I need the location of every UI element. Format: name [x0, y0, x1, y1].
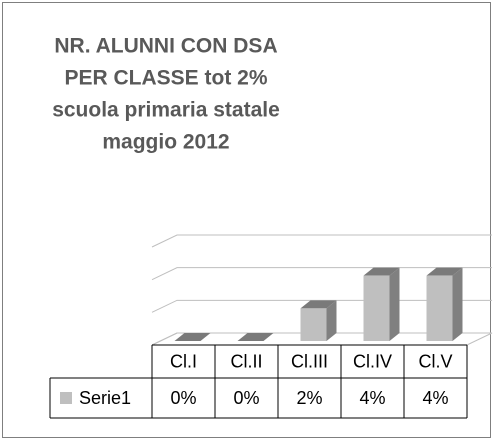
data-label: 4% — [359, 388, 385, 408]
bar-top — [237, 333, 274, 341]
bar — [174, 333, 211, 341]
legend-swatch — [60, 392, 72, 404]
x-tick-label: Cl.III — [291, 351, 328, 371]
data-label: 0% — [170, 388, 196, 408]
bar — [300, 300, 337, 341]
chart-title: NR. ALUNNI CON DSA — [54, 35, 277, 58]
bar-side — [326, 300, 337, 341]
legend-label: Serie1 — [79, 388, 131, 408]
data-label: 4% — [422, 388, 448, 408]
bar-front — [300, 308, 327, 341]
bar-front — [426, 275, 453, 341]
x-tick-label: Cl.II — [230, 351, 262, 371]
grid-line — [151, 234, 492, 248]
bar-top — [174, 333, 211, 341]
bar — [237, 333, 274, 341]
chart-title: scuola primaria statale — [52, 99, 280, 122]
bar-top — [300, 300, 337, 309]
x-tick-label: Cl.V — [418, 351, 452, 371]
chart-title: PER CLASSE tot 2% — [64, 67, 267, 90]
bar-top — [363, 267, 400, 276]
bar — [363, 267, 400, 341]
chart-title: maggio 2012 — [102, 131, 229, 154]
x-tick-label: Cl.IV — [353, 351, 392, 371]
bar-front — [363, 275, 390, 341]
bar-top — [426, 267, 463, 276]
bar-side — [389, 267, 400, 341]
bar-side — [452, 267, 463, 341]
data-label: 2% — [296, 388, 322, 408]
chart-border — [2, 2, 491, 438]
x-tick-label: Cl.I — [170, 351, 197, 371]
data-label: 0% — [233, 388, 259, 408]
bar — [426, 267, 463, 341]
